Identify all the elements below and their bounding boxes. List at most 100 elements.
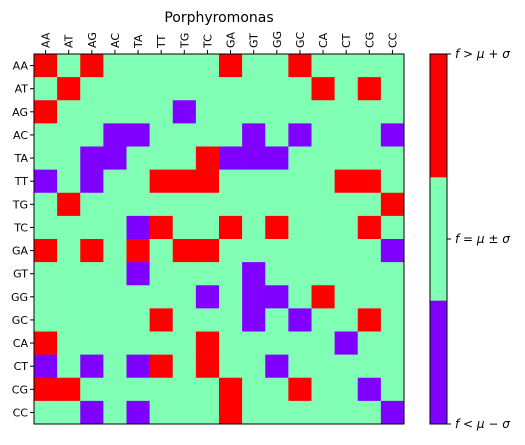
heatmap-cell-GA-AC xyxy=(103,239,127,263)
colorbar-label-2: f < μ − σ xyxy=(455,417,510,431)
colorbar-segment-above xyxy=(430,54,447,178)
heatmap-cell-GG-TT xyxy=(149,285,174,309)
heatmap-cell-CC-GC xyxy=(288,400,312,425)
x-tick-label-AG: AG xyxy=(86,32,99,48)
heatmap-cell-CA-GT xyxy=(242,331,266,355)
heatmap-cell-TA-CA xyxy=(311,146,335,170)
heatmap-cell-GG-AC xyxy=(103,285,127,309)
heatmap-cell-TA-CG xyxy=(357,146,382,170)
heatmap-cell-CG-CC xyxy=(380,377,405,402)
heatmap-cell-AG-GT xyxy=(242,100,266,124)
heatmap-cell-CA-GA xyxy=(219,331,243,355)
heatmap-cell-TC-AC xyxy=(103,215,127,240)
heatmap-cell-CC-TA xyxy=(126,400,150,425)
heatmap-cell-CA-AA xyxy=(34,331,58,355)
y-tick-label-AT: AT xyxy=(15,83,29,96)
x-tick-label-GG: GG xyxy=(271,31,284,48)
heatmap-cell-AA-CC xyxy=(380,54,405,78)
heatmap-cell-CG-CG xyxy=(357,377,382,402)
heatmap-cell-CA-TT xyxy=(149,331,174,355)
heatmap-cell-AG-CT xyxy=(334,100,359,124)
heatmap-cell-TA-TT xyxy=(149,146,174,170)
heatmap-cell-TC-TG xyxy=(172,215,197,240)
x-tick-label-TA: TA xyxy=(132,34,145,49)
heatmap-cell-AG-AC xyxy=(103,100,127,124)
heatmap-cell-AA-GA xyxy=(219,54,243,78)
heatmap-cell-TA-AA xyxy=(34,146,58,170)
heatmap-cell-AT-GC xyxy=(288,77,312,101)
heatmap-cell-CT-TA xyxy=(126,354,150,379)
heatmap-cell-GG-TA xyxy=(126,285,150,309)
heatmap-cell-GC-CT xyxy=(334,308,359,332)
heatmap-cell-TC-GC xyxy=(288,215,312,240)
heatmap-cell-GC-GT xyxy=(242,308,266,332)
heatmap-cell-GG-GA xyxy=(219,285,243,309)
heatmap-cell-TG-TG xyxy=(172,192,197,217)
heatmap-cell-CT-AG xyxy=(80,354,104,379)
heatmap-cell-GA-TG xyxy=(172,239,197,263)
heatmap-cell-TG-TC xyxy=(195,192,220,217)
heatmap-cell-AG-CG xyxy=(357,100,382,124)
heatmap-cell-AG-TA xyxy=(126,100,150,124)
heatmap-cell-CT-GC xyxy=(288,354,312,379)
heatmap-cell-AC-AA xyxy=(34,123,58,147)
heatmap-cell-AA-TG xyxy=(172,54,197,78)
heatmap-cell-TA-AC xyxy=(103,146,127,170)
heatmap-cell-GT-AA xyxy=(34,262,58,286)
heatmap-cell-CC-CC xyxy=(380,400,405,425)
heatmap-cell-AA-TC xyxy=(195,54,220,78)
heatmap-cell-AT-GG xyxy=(265,77,289,101)
heatmap-cell-AT-TG xyxy=(172,77,197,101)
heatmap-cell-AT-AG xyxy=(80,77,104,101)
x-tick-label-AC: AC xyxy=(109,33,122,48)
heatmap-cell-CT-AA xyxy=(34,354,58,379)
y-tick-label-GG: GG xyxy=(11,291,28,304)
heatmap-cell-AG-AG xyxy=(80,100,104,124)
y-tick-label-TA: TA xyxy=(14,152,29,165)
x-tick-label-CC: CC xyxy=(386,32,399,48)
heatmap-cell-GT-TC xyxy=(195,262,220,286)
heatmap-cell-TC-AA xyxy=(34,215,58,240)
heatmap-cell-GT-AT xyxy=(57,262,81,286)
heatmap-cell-GA-TA xyxy=(126,239,150,263)
y-axis-ticks: AA AT AG AC TA TT TG TC GA GT GG GC CA CT CG CC xyxy=(11,60,34,419)
heatmap-cell-TT-AG xyxy=(80,169,104,194)
heatmap-cell-TC-GA xyxy=(219,215,243,240)
heatmap-cell-CT-AT xyxy=(57,354,81,379)
heatmap-cell-TG-TT xyxy=(149,192,174,217)
chart-title: Porphyromonas xyxy=(164,10,273,26)
heatmap-cell-TG-TA xyxy=(126,192,150,217)
heatmap-cell-AG-TG xyxy=(172,100,197,124)
heatmap-cell-TT-TG xyxy=(172,169,197,194)
heatmap-cell-TA-CC xyxy=(380,146,405,170)
heatmap-cell-TC-TT xyxy=(149,215,174,240)
heatmap-cell-TA-TG xyxy=(172,146,197,170)
heatmap-cell-CT-TG xyxy=(172,354,197,379)
heatmap-cell-GT-CA xyxy=(311,262,335,286)
heatmap-cell-GC-GC xyxy=(288,308,312,332)
y-tick-label-CC: CC xyxy=(13,406,29,419)
x-tick-label-TC: TC xyxy=(201,34,214,49)
heatmap-cell-TG-GA xyxy=(219,192,243,217)
heatmap-cell-AC-CA xyxy=(311,123,335,147)
heatmap-cell-CC-TG xyxy=(172,400,197,425)
heatmap-cell-TG-AA xyxy=(34,192,58,217)
heatmap-cell-AC-GA xyxy=(219,123,243,147)
heatmap-cell-CC-GA xyxy=(219,400,243,425)
x-tick-label-GT: GT xyxy=(248,33,261,48)
heatmap-cell-TT-TT xyxy=(149,169,174,194)
heatmap-cell-CG-AT xyxy=(57,377,81,402)
heatmap-cell-AA-GT xyxy=(242,54,266,78)
heatmap-cell-CG-AA xyxy=(34,377,58,402)
heatmap-cell-GC-TA xyxy=(126,308,150,332)
heatmap-cell-AG-TC xyxy=(195,100,220,124)
heatmap-cell-TG-AG xyxy=(80,192,104,217)
heatmap-cell-AT-TC xyxy=(195,77,220,101)
heatmap-cell-CA-GG xyxy=(265,331,289,355)
heatmap-cell-AC-CC xyxy=(380,123,405,147)
heatmap-cell-AC-AC xyxy=(103,123,127,147)
x-tick-label-TT: TT xyxy=(155,34,168,49)
heatmap-cell-GG-AA xyxy=(34,285,58,309)
heatmap-cell-AC-CG xyxy=(357,123,382,147)
heatmap-cell-CT-TT xyxy=(149,354,174,379)
